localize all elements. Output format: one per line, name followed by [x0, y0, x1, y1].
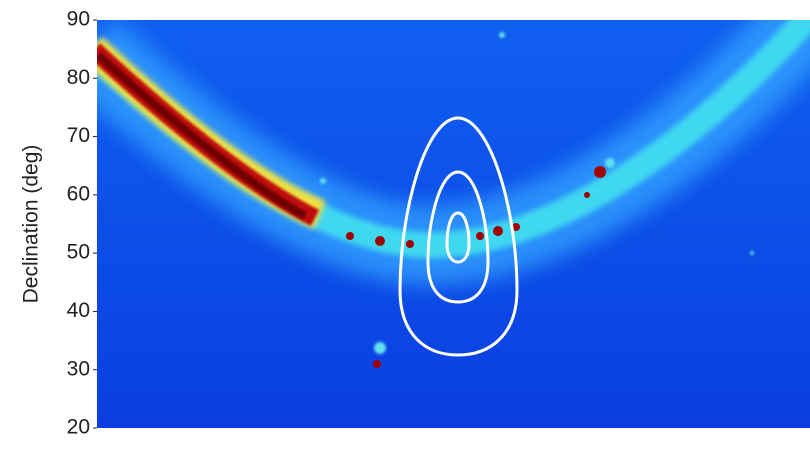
y-tick-label: 30: [67, 357, 90, 380]
y-tick-label: 80: [67, 66, 90, 89]
y-tick-label: 50: [67, 241, 90, 264]
y-axis-label: Declination (deg): [20, 145, 43, 304]
y-tick-label: 90: [67, 8, 90, 31]
chart: Declination (deg) 20 30 40 50 60 70 80 90: [0, 0, 810, 469]
y-tick-label: 70: [67, 124, 90, 147]
y-tick-label: 40: [67, 299, 90, 322]
y-tick-label: 60: [67, 182, 90, 205]
sky-map: [90, 10, 810, 428]
y-tick-label: 20: [67, 416, 90, 439]
